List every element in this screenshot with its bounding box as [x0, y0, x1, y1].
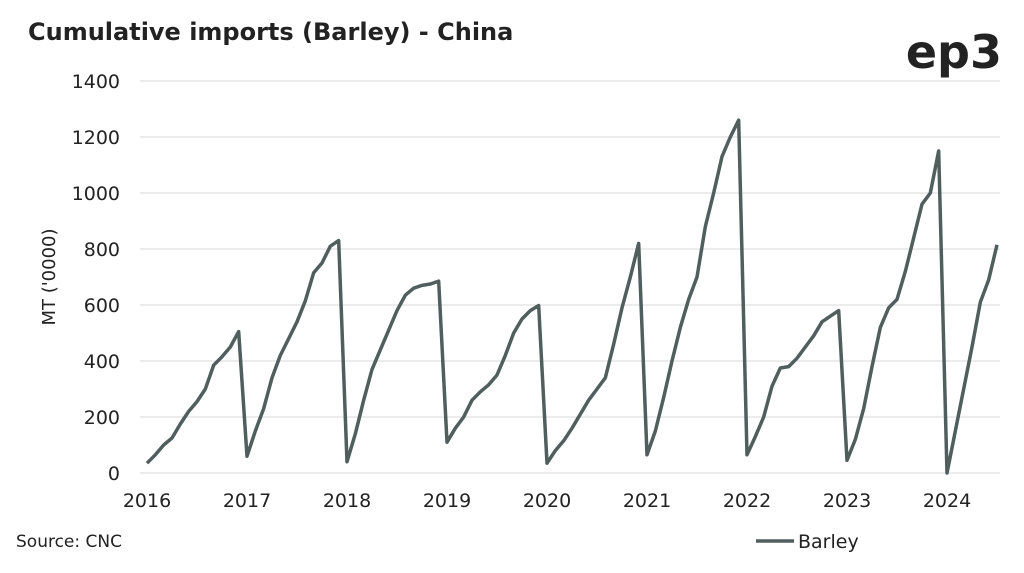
- y-tick-label: 200: [84, 407, 120, 429]
- x-tick-label: 2021: [623, 490, 671, 512]
- legend-label: Barley: [798, 531, 859, 553]
- x-tick-label: 2017: [223, 490, 271, 512]
- x-tick-label: 2022: [723, 490, 771, 512]
- y-tick-label: 0: [108, 463, 120, 485]
- y-tick-label: 1200: [72, 127, 120, 149]
- x-tick-label: 2024: [923, 490, 971, 512]
- data-line: [145, 118, 999, 475]
- x-tick-label: 2023: [823, 490, 871, 512]
- x-tick-label: 2016: [123, 490, 171, 512]
- y-tick-label: 1400: [72, 71, 120, 93]
- source-note: Source: CNC: [16, 532, 122, 552]
- chart-title: Cumulative imports (Barley) - China: [28, 18, 513, 46]
- brand-logo: ep3: [906, 25, 1002, 79]
- y-tick-label: 800: [84, 239, 120, 261]
- y-tick-label: 1000: [72, 183, 120, 205]
- y-axis-label: MT ('0000): [39, 228, 60, 325]
- y-tick-label: 600: [84, 295, 120, 317]
- x-tick-label: 2018: [323, 490, 371, 512]
- x-tick-label: 2019: [423, 490, 471, 512]
- x-tick-label: 2020: [523, 490, 571, 512]
- y-tick-label: 400: [84, 351, 120, 373]
